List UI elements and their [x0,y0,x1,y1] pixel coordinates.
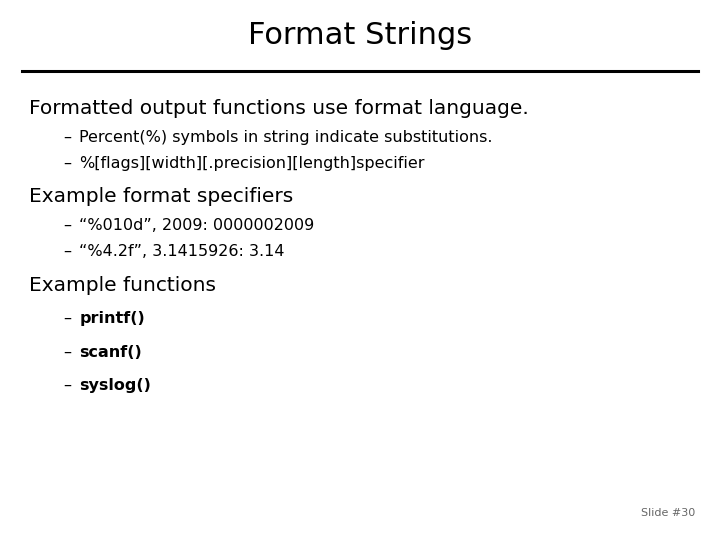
Text: –: – [63,311,71,326]
Text: –: – [63,244,71,259]
Text: –: – [63,378,71,393]
Text: Slide #30: Slide #30 [641,508,695,518]
Text: –: – [63,218,71,233]
Text: %[flags][width][.precision][length]specifier: %[flags][width][.precision][length]speci… [79,156,425,171]
Text: Format Strings: Format Strings [248,21,472,50]
Text: printf(): printf() [79,311,145,326]
Text: scanf(): scanf() [79,345,142,360]
Text: –: – [63,156,71,171]
Text: –: – [63,345,71,360]
Text: Percent(%) symbols in string indicate substitutions.: Percent(%) symbols in string indicate su… [79,130,492,145]
Text: Formatted output functions use format language.: Formatted output functions use format la… [29,98,528,118]
Text: Example functions: Example functions [29,275,216,295]
Text: “%010d”, 2009: 0000002009: “%010d”, 2009: 0000002009 [79,218,315,233]
Text: –: – [63,130,71,145]
Text: Example format specifiers: Example format specifiers [29,186,293,206]
Text: syslog(): syslog() [79,378,151,393]
Text: “%4.2f”, 3.1415926: 3.14: “%4.2f”, 3.1415926: 3.14 [79,244,284,259]
